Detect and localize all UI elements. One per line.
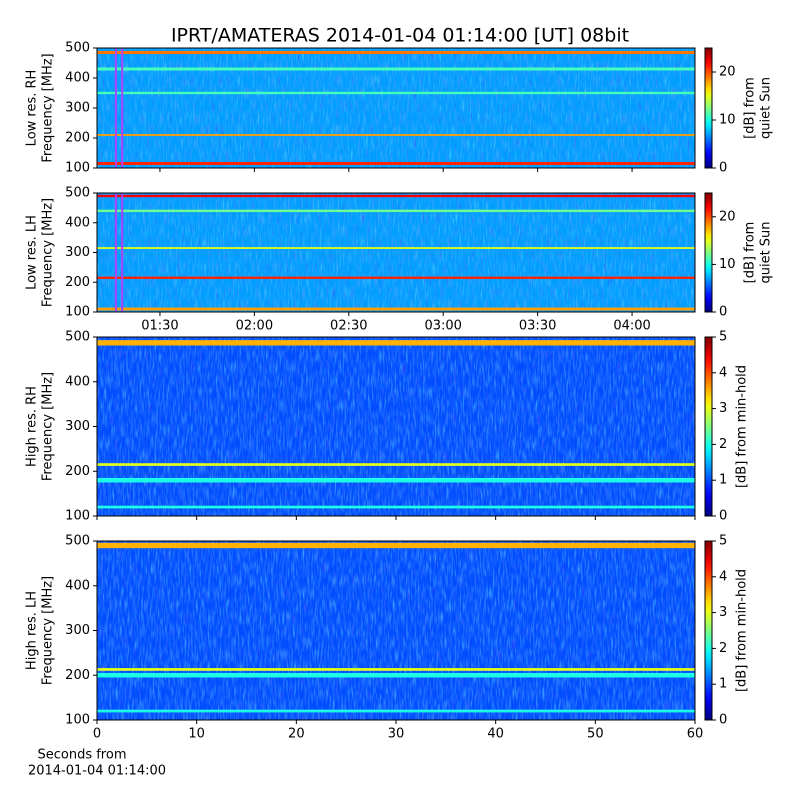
y-axis-label: Frequency [MHz] [41,198,56,307]
heatmap-band [97,709,695,713]
plot-area [97,337,695,516]
x-tick-label: 40 [487,727,504,742]
colorbar-label: quiet Sun [759,77,774,139]
y-tick-label: 500 [65,186,90,201]
x-tick-label: 60 [687,727,704,742]
x-tick-label: 30 [388,727,405,742]
x-axis-label: 2014-01-04 01:14:00 [28,764,166,779]
colorbar-tick-label: 3 [719,605,727,620]
heatmap-band [97,247,695,249]
heatmap-band [97,668,695,671]
heatmap-band [97,162,695,165]
y-axis-label: Frequency [MHz] [41,576,56,685]
y-tick-label: 100 [65,161,90,176]
y-axis-label: High res. LH [25,591,40,670]
colorbar-tick-label: 2 [719,437,727,452]
colorbar-tick-label: 1 [719,473,727,488]
plot-area [97,193,695,312]
y-tick-label: 200 [65,275,90,290]
colorbar-tick-label: 0 [719,509,727,524]
colorbar-label: quiet Sun [759,221,774,283]
heatmap-band [97,340,695,346]
y-tick-label: 400 [65,578,90,593]
colorbar [704,47,713,169]
y-tick-label: 100 [65,713,90,728]
y-tick-label: 200 [65,464,90,479]
colorbar-tick-label: 4 [719,569,727,584]
x-tick-label: 03:30 [519,319,556,334]
colorbar-tick-label: 20 [719,65,736,80]
heatmap-texture [97,193,695,312]
y-tick-label: 200 [65,131,90,146]
y-tick-label: 300 [65,623,90,638]
y-tick-label: 400 [65,71,90,86]
x-tick-label: 50 [587,727,604,742]
colorbar-tick-label: 10 [719,257,736,272]
colorbar-tick-label: 10 [719,113,736,128]
heatmap-band [97,51,695,54]
heatmap-band [97,91,695,95]
colorbar-tick-label: 5 [719,534,727,549]
chart-title: IPRT/AMATERAS 2014-01-04 01:14:00 [UT] 0… [171,25,629,47]
colorbar-label: [dB] from [743,77,758,139]
y-axis-label: Low res. LH [25,215,40,290]
colorbar-tick-label: 3 [719,401,727,416]
heatmap-band [97,209,695,213]
x-tick-label: 20 [288,727,305,742]
y-tick-label: 500 [65,330,90,345]
colorbar-tick-label: 20 [719,209,736,224]
x-tick-label: 0 [93,727,101,742]
plot-area [97,48,695,168]
colorbar-tick-label: 4 [719,365,727,380]
heatmap-band [97,307,695,311]
colorbar [704,192,713,313]
y-tick-label: 400 [65,374,90,389]
heatmap-band [97,505,695,509]
x-tick-label: 10 [188,727,205,742]
colorbar-tick-label: 5 [719,330,727,345]
x-axis-label: Seconds from [37,748,126,763]
y-tick-label: 400 [65,215,90,230]
colorbar-tick-label: 1 [719,677,727,692]
x-tick-label: 03:00 [424,319,461,334]
plot-area [97,541,695,720]
heatmap-band [97,276,695,279]
heatmap-band [97,194,695,198]
colorbar-label: [dB] from min-hold [735,365,750,488]
y-tick-label: 300 [65,419,90,434]
heatmap-band [97,134,695,136]
colorbar-label: [dB] from min-hold [735,569,750,692]
y-axis-label: High res. RH [25,386,40,467]
heatmap-texture [97,337,695,516]
y-tick-label: 500 [65,41,90,56]
colorbar-tick-label: 0 [719,713,727,728]
colorbar-tick-label: 0 [719,305,727,320]
x-tick-label: 04:00 [613,319,650,334]
x-tick-label: 01:30 [141,319,178,334]
y-tick-label: 300 [65,101,90,116]
colorbar [704,540,713,721]
y-tick-label: 500 [65,534,90,549]
heatmap-band [97,463,695,466]
y-axis-label: Frequency [MHz] [41,53,56,162]
y-tick-label: 300 [65,245,90,260]
colorbar-tick-label: 0 [719,161,727,176]
heatmap-band [97,542,695,549]
x-tick-label: 02:30 [330,319,367,334]
heatmap-texture [97,541,695,720]
heatmap-texture [97,48,695,168]
heatmap-band [97,477,695,483]
y-tick-label: 200 [65,668,90,683]
y-axis-label: Frequency [MHz] [41,372,56,481]
heatmap-band [97,67,695,71]
x-tick-label: 02:00 [236,319,273,334]
heatmap-band [97,673,695,678]
y-axis-label: Low res. RH [25,70,40,147]
y-tick-label: 100 [65,305,90,320]
colorbar-tick-label: 2 [719,641,727,656]
y-tick-label: 100 [65,509,90,524]
colorbar-label: [dB] from [743,222,758,284]
colorbar [704,336,713,517]
